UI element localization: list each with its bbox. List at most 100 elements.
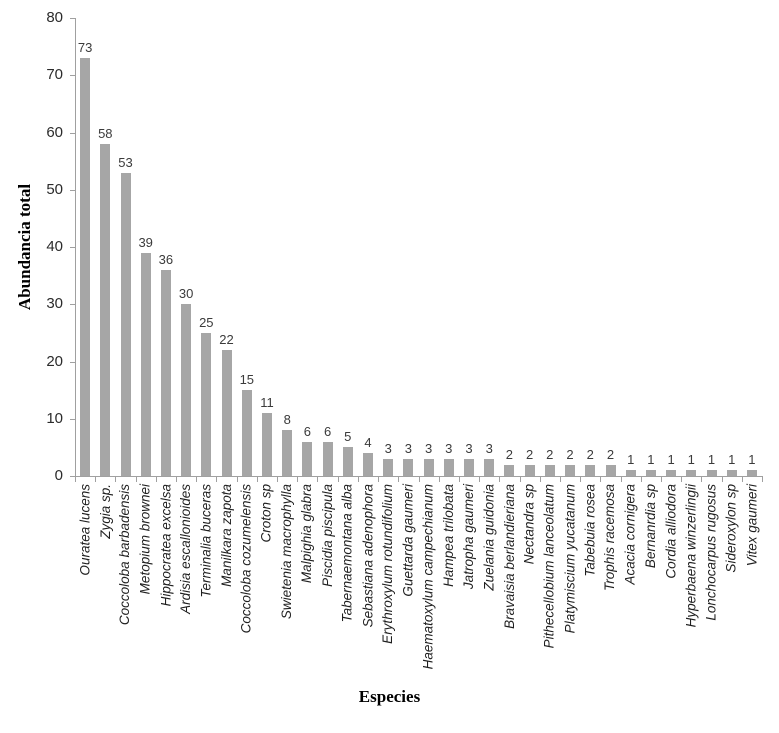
x-axis-category-label: Haematoxylum campechianum: [420, 484, 436, 670]
y-axis-tick-label: 20: [46, 353, 63, 370]
bar: [484, 459, 495, 476]
x-axis-category-label: Ardisia escallonioides: [178, 484, 194, 614]
x-axis-category-label: Croton sp: [259, 484, 274, 543]
y-tick-mark: [70, 247, 75, 248]
y-axis-tick-label: 70: [46, 66, 63, 83]
bar: [706, 470, 717, 476]
y-tick-mark: [70, 133, 75, 134]
x-tick-mark: [75, 477, 76, 482]
bar: [504, 465, 515, 476]
x-tick-mark: [216, 477, 217, 482]
bar: [423, 459, 434, 476]
x-axis-category-label: Malpighia glabra: [299, 484, 315, 584]
bar-value-label: 36: [158, 252, 174, 267]
x-axis-category-label: Guettarda gaumeri: [400, 484, 416, 597]
x-axis-category-label: Acacia cornigera: [622, 484, 638, 585]
x-tick-mark: [641, 477, 642, 482]
bar-value-label: 2: [566, 447, 574, 462]
x-axis-category-label: Platymiscium yucatanum: [562, 484, 577, 634]
x-tick-mark: [661, 477, 662, 482]
bar-value-label: 22: [219, 332, 234, 347]
bar-value-label: 53: [118, 155, 133, 170]
x-axis-category-label: Tabebuia rosea: [582, 484, 598, 577]
x-tick-mark: [196, 477, 197, 482]
bar: [383, 459, 394, 476]
bar: [544, 465, 555, 476]
bar: [605, 465, 616, 476]
y-axis-title: Abundancia total: [8, 18, 42, 476]
x-axis-category-label: Vitex gaumeri: [743, 484, 759, 567]
bar-value-label: 3: [404, 441, 412, 456]
x-axis-category-label: Cordia alliodora: [663, 484, 679, 579]
bar-value-label: 3: [485, 441, 493, 456]
bar-value-label: 1: [627, 452, 635, 467]
bar: [666, 470, 677, 476]
x-axis-category-label: Hampea trilobata: [440, 484, 456, 587]
x-axis-category-label: Tabernaemontana alba: [339, 484, 355, 623]
x-axis-category-label: Erythroxylum rotundifolium: [380, 484, 396, 644]
x-tick-mark: [338, 477, 339, 482]
y-tick-mark: [70, 75, 75, 76]
x-tick-mark: [317, 477, 318, 482]
bar-value-label: 4: [364, 435, 372, 450]
x-axis-category-label: Nectandra sp: [521, 484, 537, 565]
bar: [443, 459, 454, 476]
x-axis-category-label: Terminalia buceras: [198, 484, 214, 598]
x-tick-mark: [479, 477, 480, 482]
bar: [100, 144, 111, 476]
bar-value-label: 2: [606, 447, 615, 462]
y-axis-tick-label: 0: [54, 467, 63, 484]
x-tick-mark: [681, 477, 682, 482]
bar: [140, 253, 151, 476]
bar-value-label: 1: [728, 452, 736, 467]
bar: [524, 465, 535, 476]
x-axis-category-label: Zuelania guidonia: [481, 484, 497, 591]
x-tick-mark: [762, 477, 763, 482]
x-tick-mark: [499, 477, 500, 482]
bar: [726, 470, 737, 476]
x-tick-mark: [459, 477, 460, 482]
bar-value-label: 15: [239, 372, 255, 387]
x-axis-category-label: Manilkara zapota: [218, 484, 234, 587]
x-axis-category-label: Jatropha gaumeri: [461, 484, 476, 590]
bar: [262, 413, 272, 476]
x-tick-mark: [136, 477, 137, 482]
bar-value-label: 39: [138, 235, 153, 250]
bar-value-label: 1: [667, 452, 675, 467]
bar-value-label: 1: [687, 452, 695, 467]
y-tick-mark: [70, 18, 75, 19]
bar-value-label: 6: [303, 424, 311, 439]
x-tick-mark: [722, 477, 723, 482]
bar: [322, 442, 333, 476]
x-axis-category-label: Coccoloba barbadensis: [117, 484, 133, 626]
bar-value-label: 1: [707, 452, 716, 467]
bar: [302, 442, 313, 476]
bar-value-label: 30: [178, 286, 194, 301]
y-axis-line: [75, 18, 76, 477]
x-axis-category-label: Lonchocarpus rugosus: [703, 484, 719, 621]
y-axis-tick-label: 40: [46, 238, 63, 255]
x-tick-mark: [540, 477, 541, 482]
bar-value-label: 5: [344, 429, 352, 444]
bar: [282, 430, 293, 476]
x-axis-category-label: Bravaisia berlandieriana: [501, 484, 517, 629]
x-axis-category-label: Piscidia piscipula: [319, 484, 335, 587]
y-tick-mark: [70, 304, 75, 305]
x-tick-mark: [398, 477, 399, 482]
x-axis-category-label: Sebastiana adenophora: [360, 484, 375, 628]
x-tick-mark: [257, 477, 258, 482]
y-axis-tick-label: 50: [46, 181, 63, 198]
bar: [120, 173, 131, 476]
y-axis-tick-label: 30: [46, 295, 63, 312]
bar-value-label: 2: [525, 447, 534, 462]
x-tick-mark: [176, 477, 177, 482]
bar: [686, 470, 697, 476]
bar-value-label: 3: [445, 441, 453, 456]
bar-value-label: 2: [546, 447, 554, 462]
bar: [625, 470, 636, 476]
bar: [181, 304, 192, 476]
x-axis-category-label: Pithecellobium lanceolatum: [541, 484, 557, 649]
bar: [363, 453, 373, 476]
bar-value-label: 6: [323, 424, 332, 439]
x-tick-mark: [742, 477, 743, 482]
